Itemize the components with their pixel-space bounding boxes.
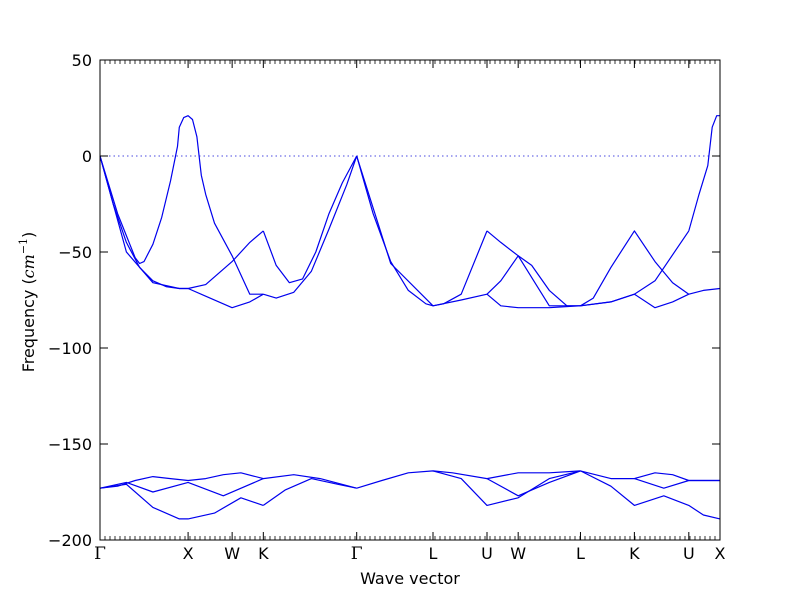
x-axis-title: Wave vector (360, 569, 460, 588)
x-tick-label: K (629, 544, 640, 563)
band-line-1 (99, 115, 264, 295)
band-line-4 (262, 155, 358, 284)
y-tick-label: 0 (82, 147, 92, 166)
band-line-11 (580, 230, 690, 307)
band-line-18 (99, 478, 264, 497)
y-tick-label: −100 (48, 339, 92, 358)
y-tick-label: −50 (58, 243, 92, 262)
y-axis-title-exponent: −1 (17, 238, 30, 254)
band-line-14 (688, 115, 720, 232)
band-line-9 (486, 255, 581, 307)
x-tick-label: U (683, 544, 695, 563)
x-tick-label: K (258, 544, 269, 563)
band-line-21 (432, 470, 581, 506)
minor-ticks (104, 60, 716, 540)
band-series-layer (99, 115, 721, 520)
band-line-20 (356, 470, 581, 489)
x-tick-label: X (715, 544, 726, 563)
band-line-7 (356, 155, 488, 307)
y-axis-title: Frequency (cm−1) (17, 232, 38, 373)
band-line-15 (688, 287, 721, 295)
x-tick-label: L (429, 544, 438, 563)
y-axis-title-unit: cm (19, 254, 38, 278)
band-line-16 (99, 472, 357, 489)
plot-frame (99, 59, 721, 541)
x-tick-label: W (510, 544, 526, 563)
x-tick-label: X (183, 544, 194, 563)
y-axis-title-close: ) (19, 232, 38, 238)
y-tick-label: −150 (48, 435, 92, 454)
band-line-17 (99, 483, 264, 520)
band-line-10 (486, 293, 581, 309)
band-line-19 (262, 478, 357, 506)
band-line-5 (263, 155, 358, 299)
x-tick-label: U (481, 544, 493, 563)
band-line-13 (580, 230, 690, 307)
y-axis-title-text: Frequency ( (19, 278, 38, 372)
band-line-25 (634, 478, 720, 489)
band-line-24 (580, 470, 721, 520)
y-tick-label: −200 (48, 531, 92, 550)
x-tick-label: W (224, 544, 240, 563)
x-tick-label: Γ (351, 544, 363, 564)
x-tick-label: L (576, 544, 585, 563)
band-line-3 (99, 155, 264, 309)
y-axis-ticks: 50 0 −50 −100 −150 −200 (48, 51, 720, 550)
y-tick-label: 50 (72, 51, 92, 70)
x-tick-label: Γ (94, 544, 106, 564)
band-line-22 (486, 470, 581, 497)
band-line-6 (356, 155, 488, 307)
